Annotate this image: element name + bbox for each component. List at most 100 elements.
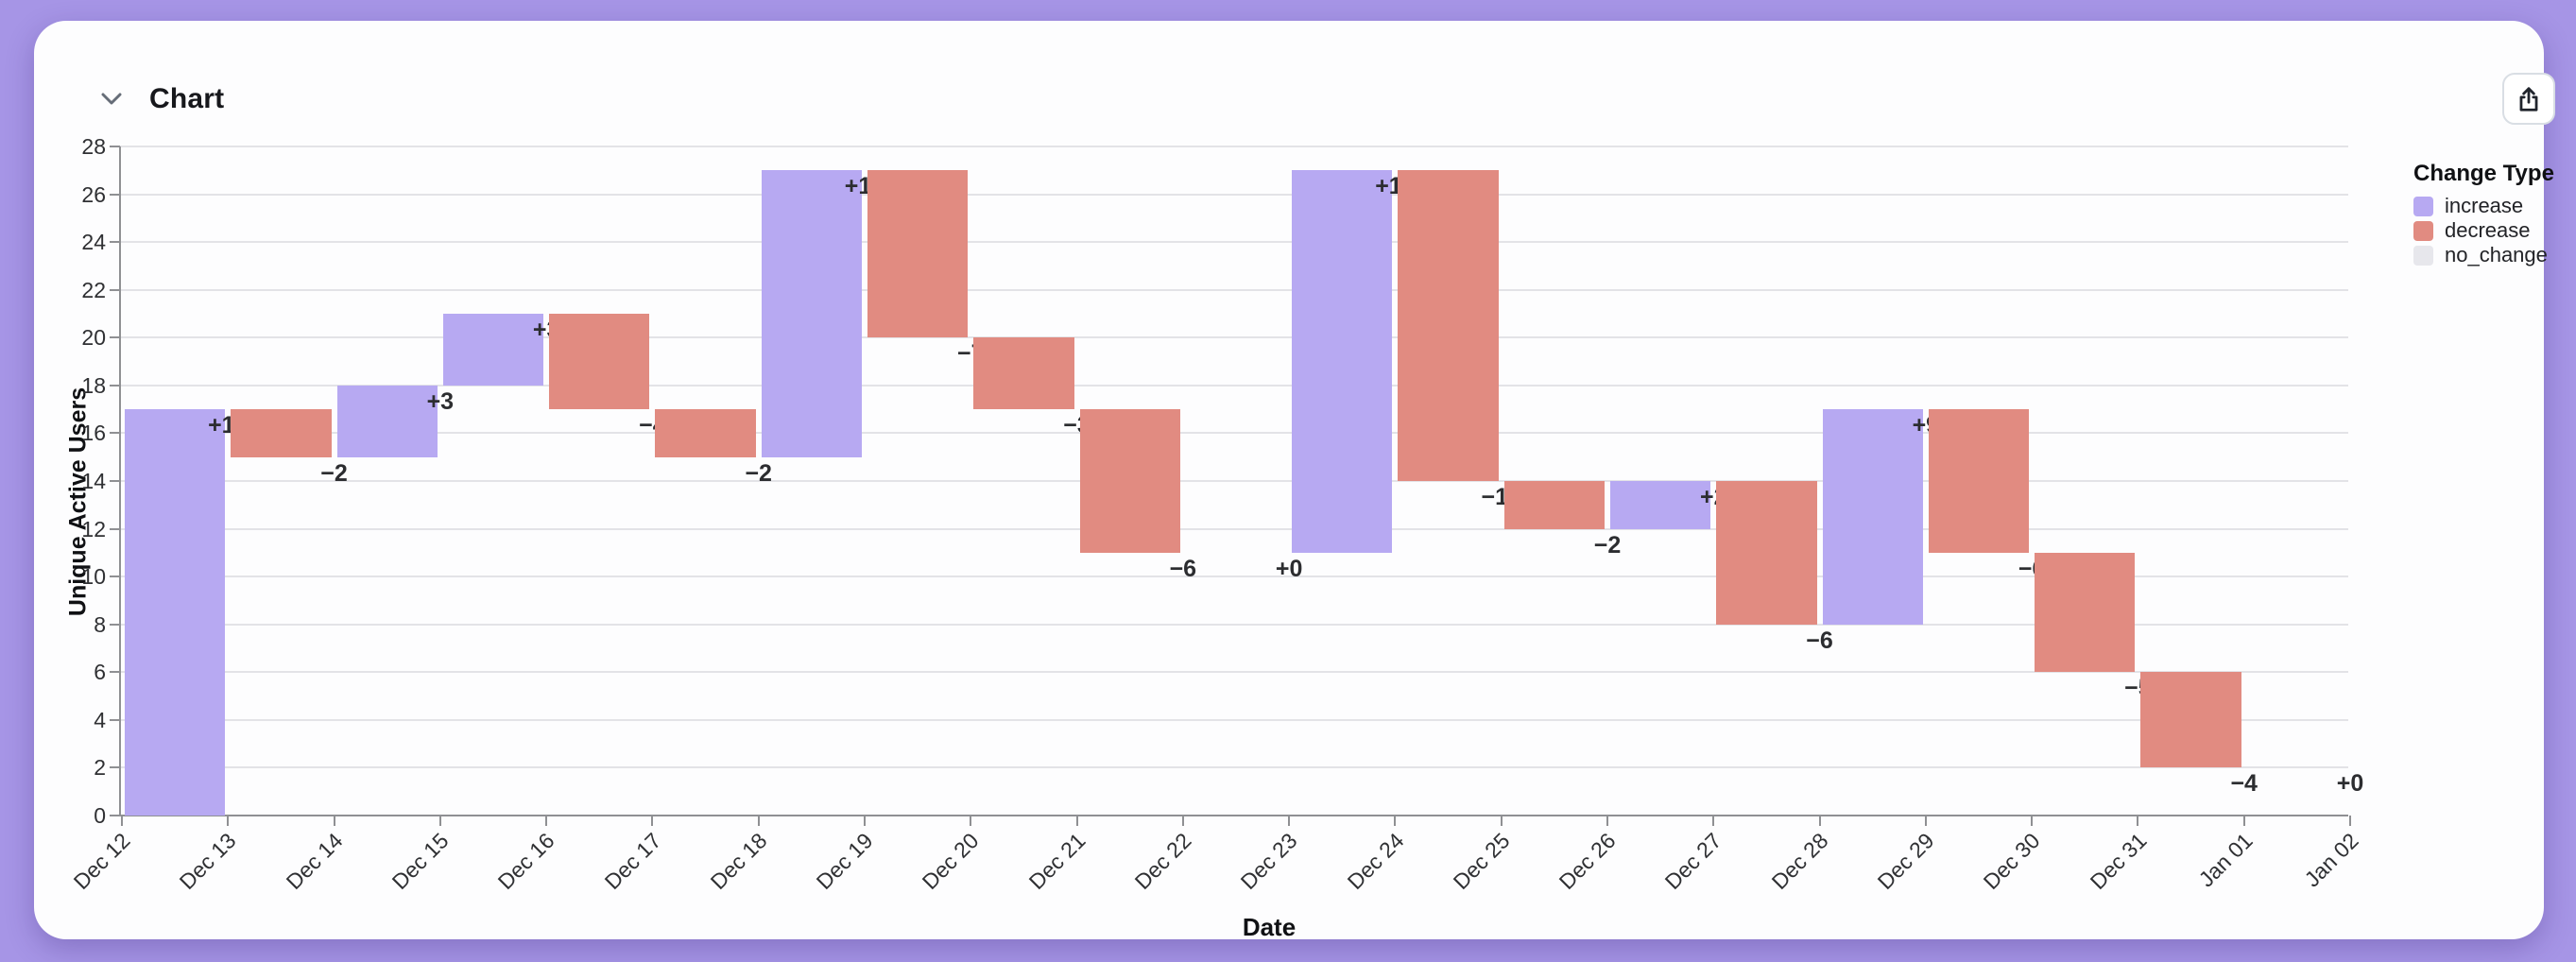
y-tick-mark [110,623,120,626]
bar-value-label: −2 [1593,531,1622,558]
x-tick-label: Dec 19 [811,828,878,895]
y-tick-mark [110,815,120,816]
share-button[interactable] [2502,73,2555,125]
y-tick-mark [110,766,120,769]
y-tick-label: 6 [94,660,106,685]
y-tick-mark [110,527,120,530]
waterfall-bar[interactable] [125,409,226,816]
x-tick-label: Dec 18 [705,828,772,895]
waterfall-bar[interactable] [867,170,969,338]
gridline [120,527,2348,530]
gridline [120,384,2348,387]
bar-value-label: +0 [2336,770,2364,798]
x-tick-label: Dec 25 [1448,828,1515,895]
x-axis-line [119,815,2348,816]
waterfall-bar[interactable] [1716,481,1817,625]
gridline [120,671,2348,674]
x-tick-mark [757,816,760,826]
waterfall-bar[interactable] [761,170,862,457]
legend-item-no_change[interactable]: no_change [2413,243,2576,267]
gridline [120,336,2348,339]
x-tick-mark [333,816,335,826]
y-tick-mark [110,146,120,147]
y-tick-label: 24 [81,230,106,255]
x-tick-label: Dec 17 [599,828,666,895]
legend-swatch [2413,245,2433,266]
waterfall-bar[interactable] [655,409,756,457]
x-tick-mark [1181,816,1184,826]
y-tick-mark [110,671,120,674]
y-tick-mark [110,432,120,435]
x-tick-mark [1500,816,1503,826]
gridline [120,241,2348,244]
waterfall-bar[interactable] [1610,481,1711,529]
waterfall-bar[interactable] [442,314,544,386]
x-tick-label: Dec 12 [68,828,135,895]
x-tick-label: Jan 01 [2193,828,2258,892]
x-tick-label: Dec 28 [1766,828,1833,895]
x-tick-mark [2242,816,2245,826]
legend-item-decrease[interactable]: decrease [2413,218,2576,243]
y-tick-label: 12 [81,516,106,541]
bar-value-label: +0 [1275,555,1303,582]
legend-item-increase[interactable]: increase [2413,194,2576,218]
x-tick-mark [121,816,123,826]
y-tick-mark [110,288,120,291]
x-tick-label: Dec 27 [1660,828,1726,895]
x-tick-mark [1924,816,1927,826]
waterfall-bar[interactable] [1292,170,1393,553]
waterfall-bar[interactable] [973,337,1074,410]
x-tick-label: Dec 31 [2085,828,2152,895]
waterfall-bar[interactable] [1398,170,1499,481]
waterfall-bar[interactable] [336,385,438,457]
legend-item-label: no_change [2445,243,2548,266]
waterfall-bar[interactable] [1079,409,1180,553]
x-tick-label: Dec 15 [386,828,454,895]
waterfall-bar[interactable] [1928,409,2030,553]
x-tick-mark [1288,816,1291,826]
waterfall-bar[interactable] [2035,552,2136,673]
bar-value-label: −4 [2230,770,2258,798]
y-tick-mark [110,480,120,482]
gridline [120,288,2348,291]
legend-swatch [2413,220,2433,241]
share-up-icon [2515,85,2543,113]
y-tick-label: 16 [81,421,106,446]
page-title: Chart [149,83,225,114]
y-tick-label: 28 [81,134,106,159]
x-tick-mark [1606,816,1608,826]
x-tick-mark [2137,816,2139,826]
y-tick-mark [110,336,120,339]
gridline [120,146,2348,147]
waterfall-bar[interactable] [1503,481,1605,529]
legend-title: Change Type [2413,161,2554,186]
x-tick-mark [2349,816,2351,826]
x-tick-label: Dec 26 [1554,828,1621,895]
x-tick-label: Dec 14 [281,828,348,895]
x-tick-label: Dec 29 [1872,828,1939,895]
waterfall-bar[interactable] [2140,672,2241,768]
y-tick-label: 26 [81,181,106,207]
x-tick-mark [651,816,654,826]
waterfall-bar[interactable] [1822,409,1923,625]
x-tick-mark [970,816,972,826]
bar-value-label: −6 [1169,555,1197,582]
bar-value-label: −6 [1806,627,1833,654]
x-tick-mark [2031,816,2034,826]
waterfall-bar[interactable] [231,409,332,457]
x-tick-label: Dec 21 [1023,828,1091,895]
x-tick-mark [1712,816,1715,826]
x-tick-mark [1075,816,1078,826]
legend-swatch [2413,196,2433,216]
y-tick-mark [110,718,120,721]
collapse-button[interactable] [94,83,129,115]
x-tick-label: Dec 13 [175,828,241,895]
x-tick-label: Dec 22 [1129,828,1196,895]
bar-value-label: +3 [426,387,455,415]
waterfall-bar[interactable] [549,314,650,410]
y-tick-mark [110,384,120,387]
x-tick-mark [1818,816,1821,826]
x-tick-label: Jan 02 [2299,828,2363,892]
y-tick-label: 14 [81,469,106,493]
